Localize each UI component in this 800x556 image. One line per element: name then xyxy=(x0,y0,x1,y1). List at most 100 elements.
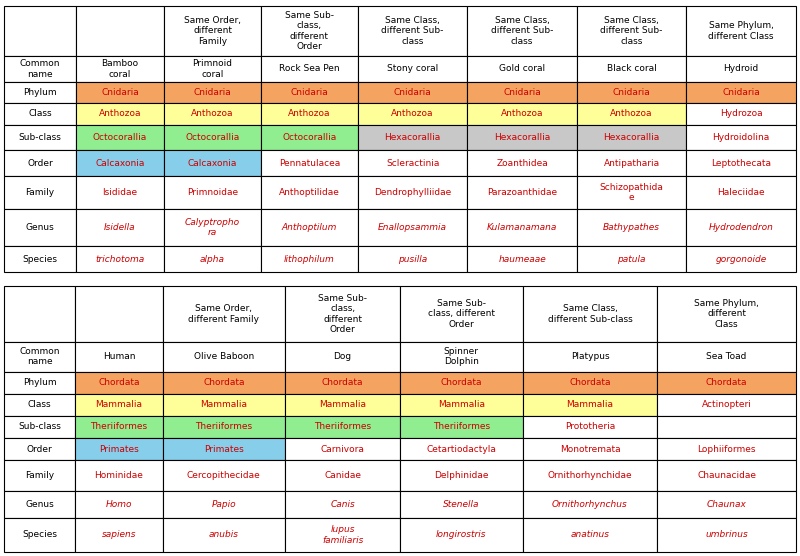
Text: Calcaxonia: Calcaxonia xyxy=(95,159,145,168)
Bar xyxy=(76,176,164,209)
Bar xyxy=(76,246,164,272)
Text: Canis: Canis xyxy=(330,500,355,509)
Bar xyxy=(75,371,162,394)
Bar xyxy=(658,371,796,394)
Text: Same Class,
different Sub-
class: Same Class, different Sub- class xyxy=(601,16,662,46)
Bar xyxy=(76,103,164,125)
Text: Chordata: Chordata xyxy=(98,378,140,387)
Bar xyxy=(400,438,522,460)
Text: Cnidaria: Cnidaria xyxy=(613,88,650,97)
Bar xyxy=(75,460,162,492)
Text: Anthozoa: Anthozoa xyxy=(501,110,543,118)
Text: Schizopathida
e: Schizopathida e xyxy=(600,183,663,202)
Bar xyxy=(686,6,796,56)
Text: Hominidae: Hominidae xyxy=(94,471,143,480)
Bar xyxy=(467,176,577,209)
Text: Cnidaria: Cnidaria xyxy=(101,88,139,97)
Bar xyxy=(4,6,76,56)
Bar xyxy=(467,103,577,125)
Bar xyxy=(467,82,577,103)
Text: Octocorallia: Octocorallia xyxy=(93,133,147,142)
Text: haumeaae: haumeaae xyxy=(498,255,546,264)
Text: Cercopithecidae: Cercopithecidae xyxy=(187,471,261,480)
Text: Canidae: Canidae xyxy=(324,471,361,480)
Text: Chordata: Chordata xyxy=(203,378,245,387)
Bar xyxy=(4,416,75,438)
Bar xyxy=(164,176,261,209)
Text: Anthoptilidae: Anthoptilidae xyxy=(279,188,340,197)
Bar xyxy=(577,246,686,272)
Bar xyxy=(4,394,75,416)
Text: anatinus: anatinus xyxy=(570,530,610,539)
Bar xyxy=(162,394,286,416)
Bar xyxy=(467,56,577,82)
Text: Papio: Papio xyxy=(211,500,236,509)
Bar xyxy=(358,176,467,209)
Text: Cnidaria: Cnidaria xyxy=(194,88,231,97)
Text: Family: Family xyxy=(26,471,54,480)
Bar xyxy=(658,342,796,371)
Text: Same Sub-
class,
different
Order: Same Sub- class, different Order xyxy=(285,11,334,51)
Bar xyxy=(286,518,400,552)
Text: Hydroidolina: Hydroidolina xyxy=(713,133,770,142)
Text: Haleciidae: Haleciidae xyxy=(718,188,765,197)
Bar xyxy=(4,246,76,272)
Bar xyxy=(686,150,796,176)
Bar xyxy=(164,103,261,125)
Bar xyxy=(286,342,400,371)
Text: Hexacorallia: Hexacorallia xyxy=(494,133,550,142)
Bar xyxy=(76,209,164,246)
Text: Spinner
Dolphin: Spinner Dolphin xyxy=(444,347,479,366)
Text: Lophiiformes: Lophiiformes xyxy=(698,445,756,454)
Text: Isididae: Isididae xyxy=(102,188,138,197)
Text: Parazoanthidae: Parazoanthidae xyxy=(487,188,557,197)
Bar xyxy=(162,518,286,552)
Bar xyxy=(658,460,796,492)
Bar xyxy=(261,103,358,125)
Bar xyxy=(658,518,796,552)
Bar xyxy=(286,394,400,416)
Text: Primnoid
coral: Primnoid coral xyxy=(193,59,233,78)
Bar xyxy=(4,518,75,552)
Bar xyxy=(261,6,358,56)
Bar xyxy=(286,492,400,518)
Text: Anthozoa: Anthozoa xyxy=(98,110,142,118)
Bar xyxy=(522,492,658,518)
Bar xyxy=(261,209,358,246)
Text: pusilla: pusilla xyxy=(398,255,427,264)
Text: Stenella: Stenella xyxy=(443,500,480,509)
Text: Bamboo
coral: Bamboo coral xyxy=(102,59,138,78)
Bar xyxy=(522,416,658,438)
Bar xyxy=(400,492,522,518)
Bar xyxy=(164,125,261,150)
Text: Phylum: Phylum xyxy=(23,88,57,97)
Text: Dendrophylliidae: Dendrophylliidae xyxy=(374,188,451,197)
Bar xyxy=(162,342,286,371)
Bar xyxy=(286,416,400,438)
Bar xyxy=(164,56,261,82)
Text: Sea Toad: Sea Toad xyxy=(706,353,746,361)
Text: Actinopteri: Actinopteri xyxy=(702,400,751,409)
Text: Mammalia: Mammalia xyxy=(95,400,142,409)
Text: Enallopsammia: Enallopsammia xyxy=(378,223,447,232)
Bar xyxy=(76,82,164,103)
Text: Homo: Homo xyxy=(106,500,132,509)
Bar xyxy=(4,150,76,176)
Text: Class: Class xyxy=(28,110,52,118)
Bar xyxy=(400,286,522,342)
Bar xyxy=(4,209,76,246)
Text: lithophilum: lithophilum xyxy=(284,255,335,264)
Text: Common
name: Common name xyxy=(19,347,60,366)
Bar xyxy=(261,150,358,176)
Bar xyxy=(400,416,522,438)
Text: Anthozoa: Anthozoa xyxy=(391,110,434,118)
Text: Same Phylum,
different Class: Same Phylum, different Class xyxy=(708,21,774,41)
Bar xyxy=(400,394,522,416)
Bar xyxy=(577,150,686,176)
Text: Chordata: Chordata xyxy=(706,378,747,387)
Bar xyxy=(467,6,577,56)
Bar xyxy=(686,125,796,150)
Text: longirostris: longirostris xyxy=(436,530,486,539)
Bar xyxy=(658,394,796,416)
Bar xyxy=(522,394,658,416)
